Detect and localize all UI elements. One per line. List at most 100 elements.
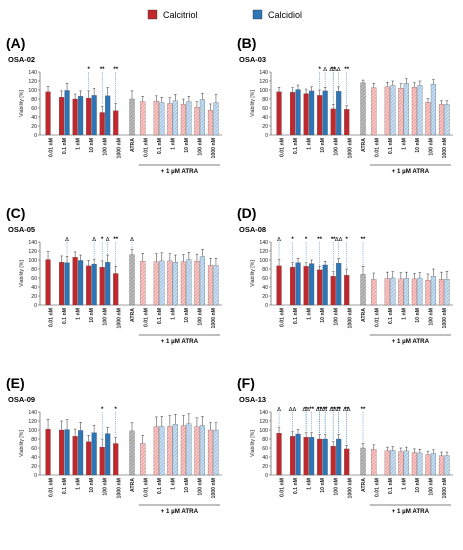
y-axis-label: Viability [%]	[250, 430, 256, 457]
bar-calcitriol	[194, 106, 200, 136]
x-tick-label: 0.1 nM	[293, 478, 299, 494]
y-tick-label: 0	[34, 473, 37, 479]
x-tick-label: 100 nM	[428, 138, 434, 156]
bar-calcidiol	[417, 85, 423, 136]
significance-star: **	[361, 237, 366, 243]
x-tick-label: 100 nM	[103, 478, 109, 496]
x-tick-label: 1 nM	[170, 478, 176, 490]
y-tick-label: 40	[262, 285, 268, 291]
significance-star: **	[317, 237, 322, 243]
y-tick-label: 120	[28, 249, 37, 255]
bar-calcitriol	[398, 278, 404, 306]
bar-calcitriol	[384, 450, 390, 476]
x-tick-label: 0.1 nM	[388, 308, 394, 324]
bar-calcitriol	[411, 87, 417, 136]
bar-calcitriol	[276, 433, 282, 476]
y-axis-label: Viability [%]	[250, 260, 256, 287]
panel-letter: (B)	[237, 35, 256, 51]
bar-calcidiol	[199, 99, 205, 136]
bar-calcitriol	[86, 97, 92, 136]
legend: Calcitriol Calcidiol	[147, 9, 302, 20]
x-tick-label: 0.01 nM	[143, 478, 149, 497]
y-tick-label: 140	[28, 70, 37, 76]
x-tick-label: 1 nM	[401, 478, 407, 490]
x-tick-label: 0.01 nM	[143, 138, 149, 157]
atra-delta-marker: Δ	[65, 237, 69, 243]
y-tick-label: 120	[259, 249, 268, 255]
bar-calcitriol	[180, 261, 186, 306]
y-tick-label: 60	[31, 446, 37, 452]
bar-calcitriol	[167, 103, 173, 136]
y-tick-label: 100	[259, 258, 268, 264]
x-tick-label: 1000 nM	[442, 138, 448, 158]
bar-calcidiol	[336, 91, 342, 136]
x-tick-label: 100 nM	[197, 478, 203, 496]
bar-calcitriol	[59, 429, 65, 476]
y-tick-label: 120	[28, 419, 37, 425]
y-tick-label: 40	[31, 285, 37, 291]
group-label: + 1 µM ATRA	[161, 508, 199, 515]
bar-calcidiol	[403, 278, 409, 306]
y-tick-label: 60	[262, 106, 268, 112]
x-tick-label: 100 nM	[428, 308, 434, 326]
x-tick-label: 10 nM	[320, 138, 326, 153]
x-tick-label: 1000 nM	[347, 478, 353, 498]
y-tick-label: 100	[28, 428, 37, 434]
bar-calcitriol	[384, 86, 390, 136]
x-tick-label: 0.1 nM	[157, 478, 163, 494]
bar-calcidiol	[322, 438, 328, 476]
significance-star: **	[323, 407, 328, 413]
x-tick-label: 1000 nM	[116, 478, 122, 498]
bar-calcitriol	[167, 260, 173, 306]
y-tick-label: 0	[34, 303, 37, 309]
y-tick-label: 0	[265, 303, 268, 309]
x-tick-label: 1000 nM	[116, 138, 122, 158]
significance-star: **	[344, 407, 349, 413]
significance-star: *	[305, 237, 308, 243]
y-axis-label: Viability [%]	[250, 90, 256, 117]
bar-calcitriol	[99, 267, 105, 306]
y-tick-label: 20	[262, 294, 268, 300]
legend-swatch-calcidiol	[252, 9, 263, 20]
panel-osa-05: (C) OSA-05 0 20 40 60 80 100 120 140 Viability [%]…	[6, 205, 222, 345]
atra-delta-marker: Δ	[277, 407, 281, 413]
atra-delta-marker: ΔΔ	[316, 407, 324, 413]
y-tick-label: 120	[28, 79, 37, 85]
bar-calcitriol	[425, 280, 431, 306]
bar-calcitriol	[303, 437, 309, 476]
atra-delta-marker: Δ	[106, 237, 110, 243]
bar-calcitriol	[113, 110, 119, 136]
x-tick-label: 0.01 nM	[49, 478, 55, 497]
x-tick-label: 0.01 nM	[143, 308, 149, 327]
x-tick-label: ATRA	[130, 138, 136, 152]
x-tick-label: 1 nM	[170, 138, 176, 150]
x-tick-label: 100 nM	[334, 308, 340, 326]
x-tick-label: 10 nM	[415, 308, 421, 323]
bar-calcitriol	[344, 448, 350, 476]
bar-calcitriol	[317, 269, 323, 306]
bar-calcitriol	[194, 261, 200, 306]
x-tick-label: 0.1 nM	[293, 138, 299, 154]
bar-calcitriol	[371, 87, 377, 136]
bar-calcidiol	[172, 424, 178, 476]
bar-calcitriol	[99, 112, 105, 136]
bar-calcidiol	[64, 429, 70, 476]
bar-calcitriol	[45, 259, 51, 306]
bar-calcidiol	[105, 433, 111, 476]
x-tick-label: ATRA	[361, 138, 367, 152]
x-tick-label: ATRA	[130, 478, 136, 492]
y-tick-label: 100	[28, 258, 37, 264]
significance-star: *	[318, 67, 321, 73]
significance-star: **	[309, 407, 314, 413]
y-axis-label: Viability [%]	[19, 260, 25, 287]
bar-calcidiol	[430, 276, 436, 306]
bar-calcitriol	[167, 426, 173, 476]
x-tick-label: ATRA	[130, 308, 136, 322]
bar-calcidiol	[295, 433, 301, 476]
bar-calcidiol	[186, 101, 192, 136]
x-tick-label: 100 nM	[428, 478, 434, 496]
significance-star: *	[346, 237, 349, 243]
significance-star: **	[113, 67, 118, 73]
bar-calcidiol	[64, 262, 70, 306]
bar-calcidiol	[213, 102, 219, 136]
